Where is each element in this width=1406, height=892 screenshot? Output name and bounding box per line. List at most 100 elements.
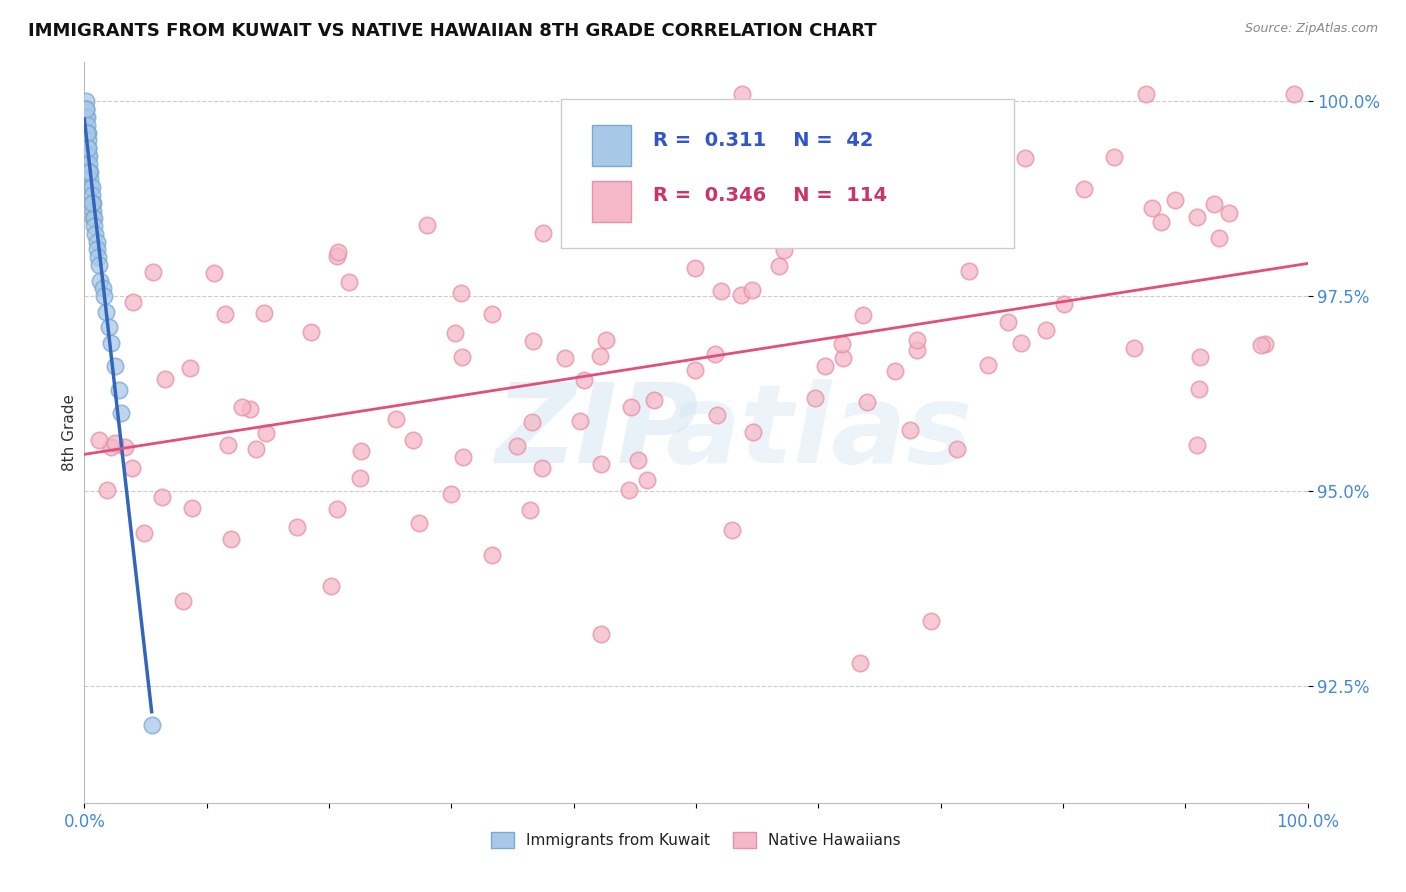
Point — [1189, 350, 1212, 364]
Point — [773, 244, 796, 258]
Point — [141, 718, 163, 732]
Point — [79, 180, 101, 194]
Text: ZIP: ZIP — [496, 379, 700, 486]
Point — [1208, 231, 1230, 245]
Point — [1010, 335, 1032, 350]
Point — [709, 284, 731, 298]
Point — [831, 337, 853, 351]
Point — [89, 274, 111, 288]
Point — [121, 461, 143, 475]
Point — [385, 412, 408, 426]
Point — [75, 110, 97, 124]
Point — [730, 288, 752, 302]
Point — [110, 406, 132, 420]
Point — [450, 350, 472, 364]
Point — [231, 401, 253, 415]
Point — [80, 180, 103, 194]
Text: R =  0.311    N =  42: R = 0.311 N = 42 — [654, 130, 873, 150]
Point — [1135, 87, 1157, 101]
Point — [627, 452, 650, 467]
Point — [957, 263, 980, 277]
Point — [803, 391, 825, 405]
Point — [217, 438, 239, 452]
Point — [179, 360, 201, 375]
Point — [683, 260, 706, 275]
Point — [77, 133, 100, 147]
Point — [77, 141, 100, 155]
Point — [104, 359, 127, 374]
Point — [589, 627, 612, 641]
Point — [481, 548, 503, 562]
Point — [731, 87, 754, 101]
Point — [832, 351, 855, 366]
Point — [946, 442, 969, 457]
Point — [481, 307, 503, 321]
Point — [1185, 438, 1208, 452]
Point — [77, 164, 100, 178]
Point — [852, 309, 875, 323]
Point — [1218, 206, 1240, 220]
Point — [100, 336, 122, 351]
Point — [350, 443, 373, 458]
Point — [1204, 197, 1226, 211]
Point — [83, 211, 105, 226]
FancyBboxPatch shape — [561, 99, 1014, 247]
Point — [75, 102, 97, 116]
Point — [202, 266, 225, 280]
Point — [768, 259, 790, 273]
Point — [285, 520, 308, 534]
Point — [1073, 182, 1095, 196]
Point — [107, 383, 129, 397]
Point — [402, 433, 425, 447]
Point — [506, 439, 529, 453]
Point — [86, 243, 108, 257]
Point — [238, 402, 260, 417]
Point — [905, 343, 928, 357]
Point — [77, 141, 100, 155]
Point — [87, 250, 110, 264]
Point — [75, 95, 97, 109]
Point — [82, 211, 104, 226]
Point — [325, 249, 347, 263]
Point — [823, 199, 845, 213]
Point — [883, 364, 905, 378]
Point — [408, 516, 430, 530]
Y-axis label: 8th Grade: 8th Grade — [62, 394, 77, 471]
Point — [76, 126, 98, 140]
Point — [1282, 87, 1305, 101]
Point — [856, 395, 879, 409]
Point — [153, 372, 176, 386]
Point — [997, 315, 1019, 329]
Point — [142, 265, 165, 279]
Point — [416, 218, 439, 232]
Point — [898, 423, 921, 437]
Point — [444, 326, 467, 340]
Point — [80, 188, 103, 202]
Point — [652, 167, 675, 181]
Point — [554, 351, 576, 365]
Point — [83, 219, 105, 233]
Point — [519, 502, 541, 516]
Point — [721, 524, 744, 538]
Point — [439, 487, 461, 501]
Point — [214, 307, 236, 321]
Point — [319, 579, 342, 593]
Text: R =  0.346    N =  114: R = 0.346 N = 114 — [654, 186, 887, 205]
Text: atlas: atlas — [665, 379, 972, 486]
Point — [620, 400, 643, 414]
Point — [1140, 202, 1163, 216]
Point — [150, 491, 173, 505]
Point — [522, 334, 544, 348]
Point — [79, 164, 101, 178]
Point — [96, 483, 118, 498]
Point — [91, 281, 114, 295]
Text: Source: ZipAtlas.com: Source: ZipAtlas.com — [1244, 22, 1378, 36]
Point — [96, 305, 118, 319]
Point — [643, 392, 665, 407]
Text: IMMIGRANTS FROM KUWAIT VS NATIVE HAWAIIAN 8TH GRADE CORRELATION CHART: IMMIGRANTS FROM KUWAIT VS NATIVE HAWAIIA… — [28, 22, 877, 40]
Point — [685, 363, 707, 377]
Point — [530, 460, 553, 475]
Point — [82, 203, 104, 218]
Point — [172, 594, 194, 608]
Point — [450, 286, 472, 301]
